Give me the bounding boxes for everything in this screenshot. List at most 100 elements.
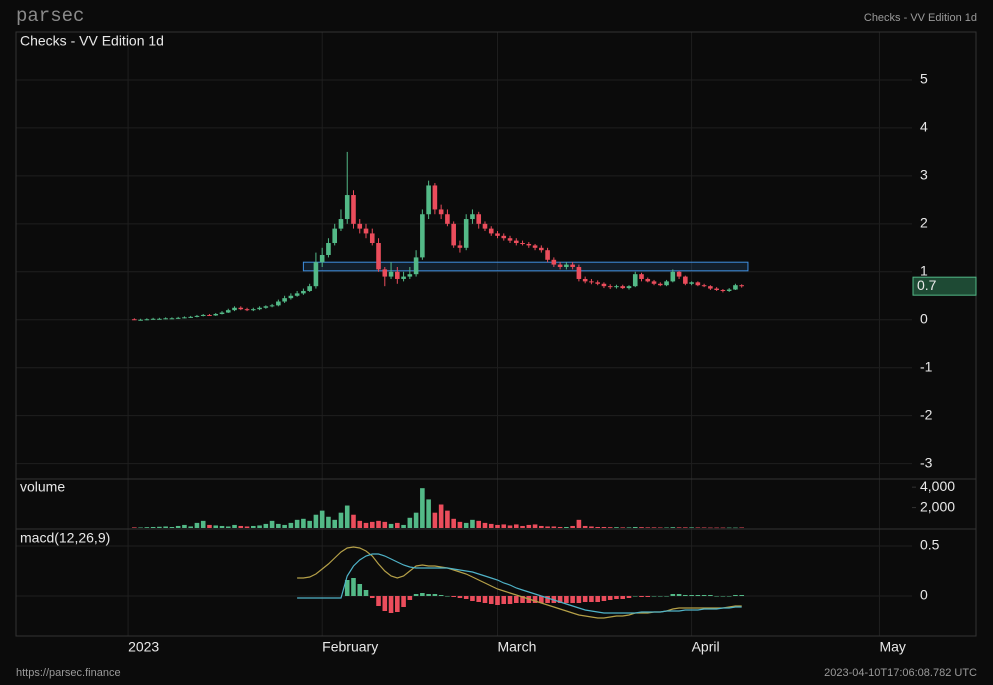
volume-bar xyxy=(188,526,193,528)
volume-bar xyxy=(426,499,431,528)
footer-url[interactable]: https://parsec.finance xyxy=(16,667,121,679)
candle-body xyxy=(526,243,532,246)
price-tag-box xyxy=(912,276,977,296)
candle-body xyxy=(557,264,563,267)
volume-bar xyxy=(657,527,663,528)
candle-body xyxy=(413,257,419,275)
volume-bar xyxy=(532,524,538,528)
macd-histogram-bar xyxy=(463,596,469,599)
candle-body xyxy=(150,318,156,320)
y-tick-label: -3 xyxy=(920,454,933,470)
volume-bar xyxy=(182,524,187,528)
candle-body xyxy=(488,228,494,234)
candle-body xyxy=(238,307,244,310)
candle-body xyxy=(326,243,331,255)
volume-bar xyxy=(232,524,237,528)
frame xyxy=(15,31,977,637)
volume-bar xyxy=(683,527,688,528)
candle-body xyxy=(701,285,707,287)
macd-histogram-bar xyxy=(632,596,638,597)
candle-body xyxy=(200,314,206,316)
volume-bar xyxy=(513,524,519,528)
volume-bar xyxy=(150,526,156,528)
volume-bar xyxy=(282,524,287,528)
macd-histogram-bar xyxy=(438,595,444,596)
candle-body xyxy=(213,313,219,316)
macd-histogram-bar xyxy=(363,590,369,596)
candle-body xyxy=(632,274,638,287)
candle-body xyxy=(132,319,137,321)
macd-histogram-bar xyxy=(501,596,507,604)
volume-bar xyxy=(545,526,550,528)
chart-name: Checks - VV Edition 1d xyxy=(864,12,977,24)
volume-bar xyxy=(344,505,350,528)
macd-histogram-bar xyxy=(351,578,356,596)
macd-histogram-bar xyxy=(507,596,513,604)
macd-histogram-bar xyxy=(495,596,500,605)
macd-histogram-bar xyxy=(476,596,482,602)
volume-bar xyxy=(169,526,175,528)
macd-histogram-bar xyxy=(426,594,431,596)
volume-bar xyxy=(269,520,275,528)
y-tick-label: -2 xyxy=(920,406,933,422)
volume-bar xyxy=(670,527,676,528)
candle-body xyxy=(639,274,644,279)
candle-body xyxy=(194,315,200,317)
volume-bar xyxy=(382,521,388,528)
candle-body xyxy=(520,243,525,245)
candle-body xyxy=(319,255,325,263)
macd-histogram-bar xyxy=(470,596,475,601)
y-tick-label: 0 xyxy=(920,310,928,326)
x-tick-label: March xyxy=(497,639,536,655)
macd-histogram-bar xyxy=(589,596,594,602)
candle-body xyxy=(225,310,231,313)
macd-histogram-bar xyxy=(695,595,701,596)
macd-histogram-bar xyxy=(576,596,582,603)
candle-body xyxy=(182,317,187,319)
candle-body xyxy=(338,219,344,229)
volume-label: volume xyxy=(20,479,65,495)
macd-histogram-bar xyxy=(382,596,388,611)
candle-body xyxy=(294,293,300,296)
candle-body xyxy=(257,307,262,310)
volume-bar xyxy=(564,526,569,528)
candle-body xyxy=(495,233,500,236)
y-tick-label: 2 xyxy=(920,215,928,231)
volume-bar xyxy=(225,526,231,528)
candle-body xyxy=(689,282,694,284)
candle-body xyxy=(175,317,181,319)
volume-bar xyxy=(369,521,375,528)
volume-bar xyxy=(319,510,325,528)
volume-bar xyxy=(157,526,162,528)
volume-bar xyxy=(733,527,738,529)
candle-body xyxy=(251,309,256,311)
price-zone xyxy=(302,261,749,272)
candle-body xyxy=(470,214,475,220)
volume-bar xyxy=(695,527,701,528)
macd-histogram-bar xyxy=(595,596,600,602)
candle-body xyxy=(313,262,319,287)
candle-body xyxy=(269,305,275,307)
candle-body xyxy=(570,264,575,267)
macd-histogram-bar xyxy=(683,595,688,596)
volume-bar xyxy=(689,527,694,528)
volume-bar xyxy=(445,510,450,528)
candle-body xyxy=(332,228,338,244)
candle-body xyxy=(169,318,175,320)
volume-bar xyxy=(495,524,500,528)
candle-body xyxy=(307,286,312,291)
footer-timestamp: 2023-04-10T17:06:08.782 UTC xyxy=(824,667,977,679)
y-tick-label: 2,000 xyxy=(920,498,955,514)
macd-histogram-bar xyxy=(532,596,538,603)
candle-body xyxy=(282,298,287,302)
macd-histogram-bar xyxy=(733,595,738,596)
macd-histogram-bar xyxy=(357,584,363,596)
volume-bar xyxy=(413,512,419,528)
volume-bar xyxy=(626,527,632,528)
x-tick-label: April xyxy=(692,639,720,655)
volume-bar xyxy=(395,522,400,528)
volume-bar xyxy=(576,519,582,528)
volume-bar xyxy=(132,527,137,528)
